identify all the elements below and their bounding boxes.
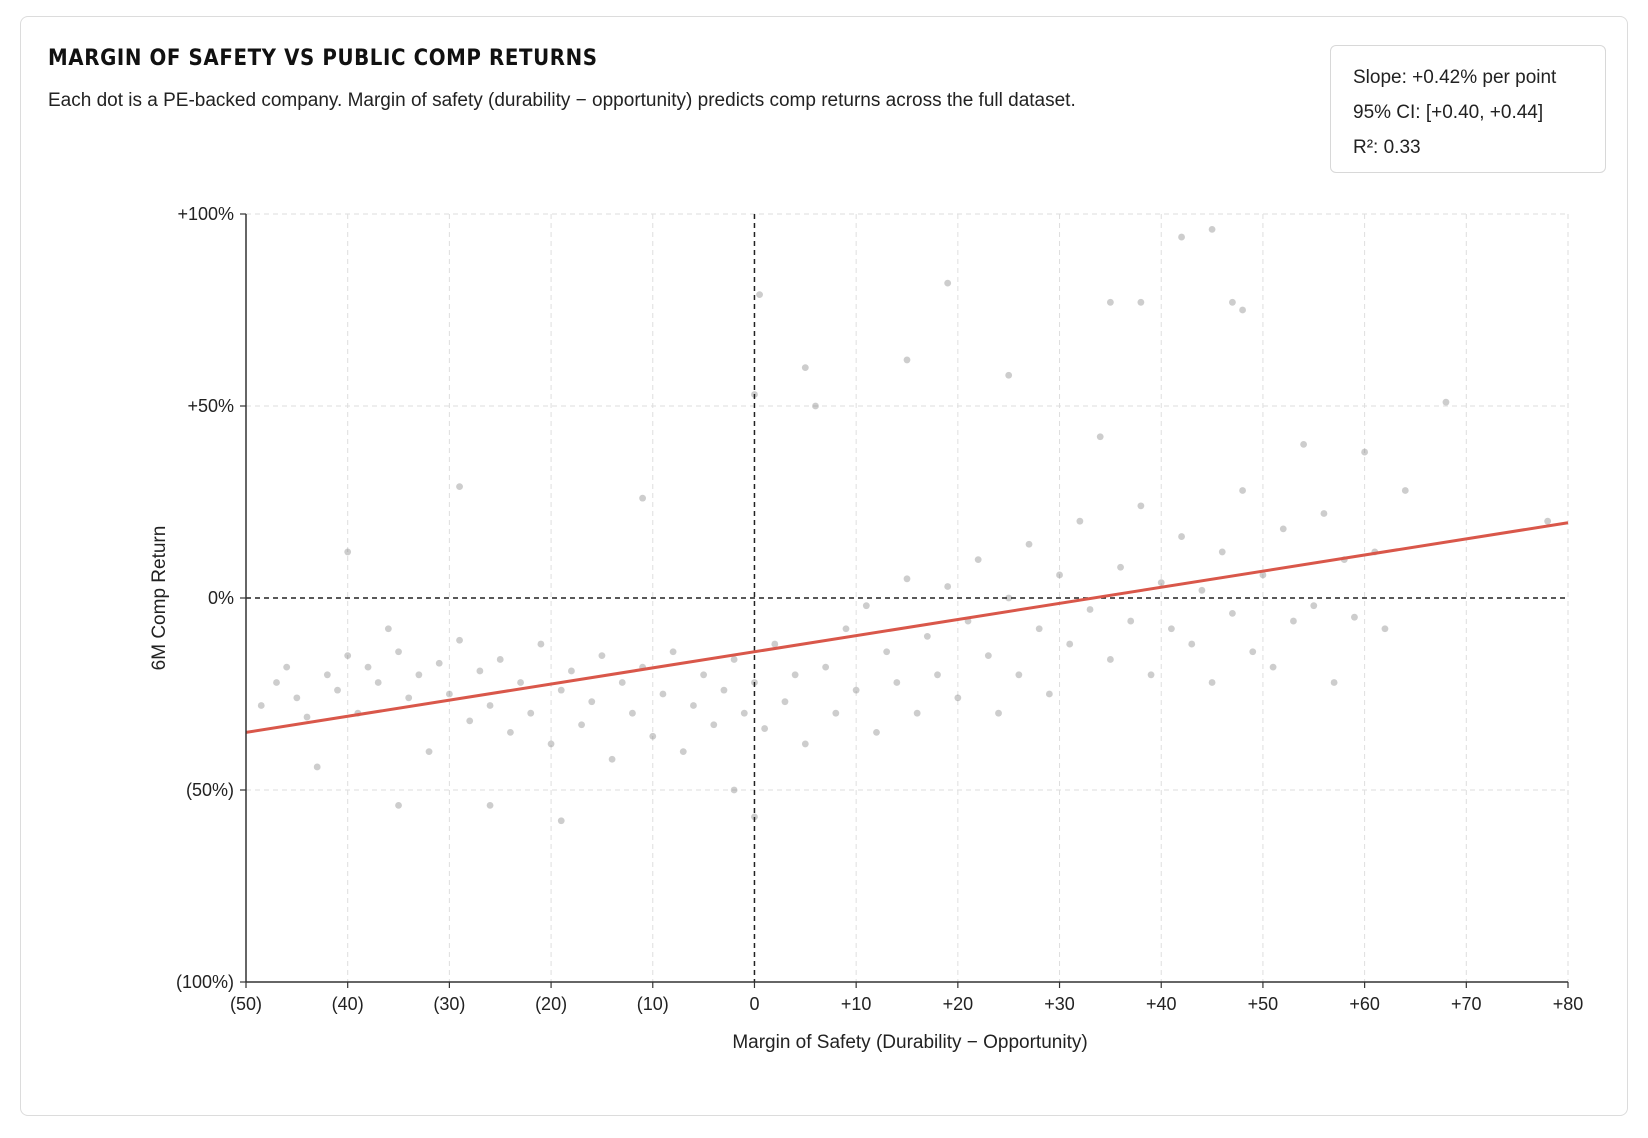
regression-stats-box: Slope: +0.42% per point 95% CI: [+0.40, … [1330,45,1606,173]
slope-stat: Slope: +0.42% per point [1353,67,1557,88]
chart-title: MARGIN OF SAFETY VS PUBLIC COMP RETURNS [48,46,598,71]
ci-stat: 95% CI: [+0.40, +0.44] [1353,102,1544,123]
r2-stat: R²: 0.33 [1353,137,1421,158]
chart-subtitle: Each dot is a PE-backed company. Margin … [48,90,1076,111]
chart-card [20,16,1628,1116]
